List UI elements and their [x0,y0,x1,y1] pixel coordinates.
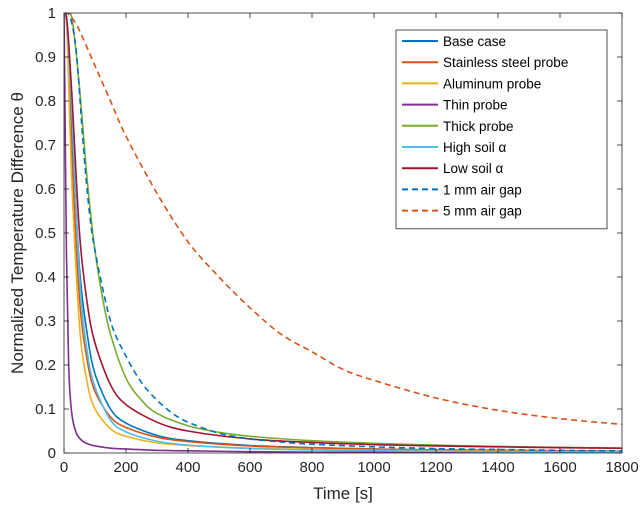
y-tick-label: 0.8 [35,93,56,110]
x-tick-label: 400 [175,459,200,476]
y-tick-label: 0.2 [35,357,56,374]
legend-label: Low soil α [443,161,504,176]
x-tick-label: 1400 [481,459,514,476]
legend-label: Aluminum probe [443,76,541,91]
x-tick-label: 0 [60,459,68,476]
x-tick-label: 1200 [419,459,452,476]
y-axis-ticks: 0 0.1 0.2 0.3 0.4 0.5 0.6 0.7 0.8 0.9 1 [35,5,622,462]
x-axis-ticks: 0 200 400 600 800 1000 1200 1400 1600 1800 [60,13,639,476]
legend-label: Base case [443,34,506,49]
y-tick-label: 0.4 [35,269,56,286]
series-line [64,13,622,449]
series-line [64,13,622,453]
legend-label: 5 mm air gap [443,204,522,219]
x-tick-label: 200 [113,459,138,476]
x-tick-label: 1000 [357,459,390,476]
legend-label: Thick probe [443,119,514,134]
y-tick-label: 0.6 [35,181,56,198]
legend: Base case Stainless steel probe Aluminum p… [395,29,608,230]
y-tick-label: 0.1 [35,401,56,418]
series-group [64,13,622,453]
legend-label: Stainless steel probe [443,55,568,70]
series-line [64,13,622,426]
legend-label: High soil α [443,140,507,155]
x-tick-label: 600 [237,459,262,476]
y-tick-label: 0.5 [35,225,56,242]
series-line [64,13,622,453]
series-lines [64,13,622,453]
y-tick-label: 0.3 [35,313,56,330]
y-tick-label: 1 [48,5,56,22]
series-line [64,13,622,453]
legend-label: 1 mm air gap [443,182,522,197]
legend-items: Base case Stainless steel probe Aluminum p… [402,34,568,219]
series-line [64,13,622,452]
x-axis-label: Time [s] [313,484,373,503]
y-tick-label: 0 [48,445,56,462]
y-axis-label: Normalized Temperature Difference θ [8,92,27,374]
legend-label: Thin probe [443,98,508,113]
y-tick-label: 0.9 [35,49,56,66]
x-tick-label: 1600 [543,459,576,476]
series-line [64,13,622,449]
x-tick-label: 1800 [605,459,638,476]
x-tick-label: 800 [299,459,324,476]
y-tick-label: 0.7 [35,137,56,154]
